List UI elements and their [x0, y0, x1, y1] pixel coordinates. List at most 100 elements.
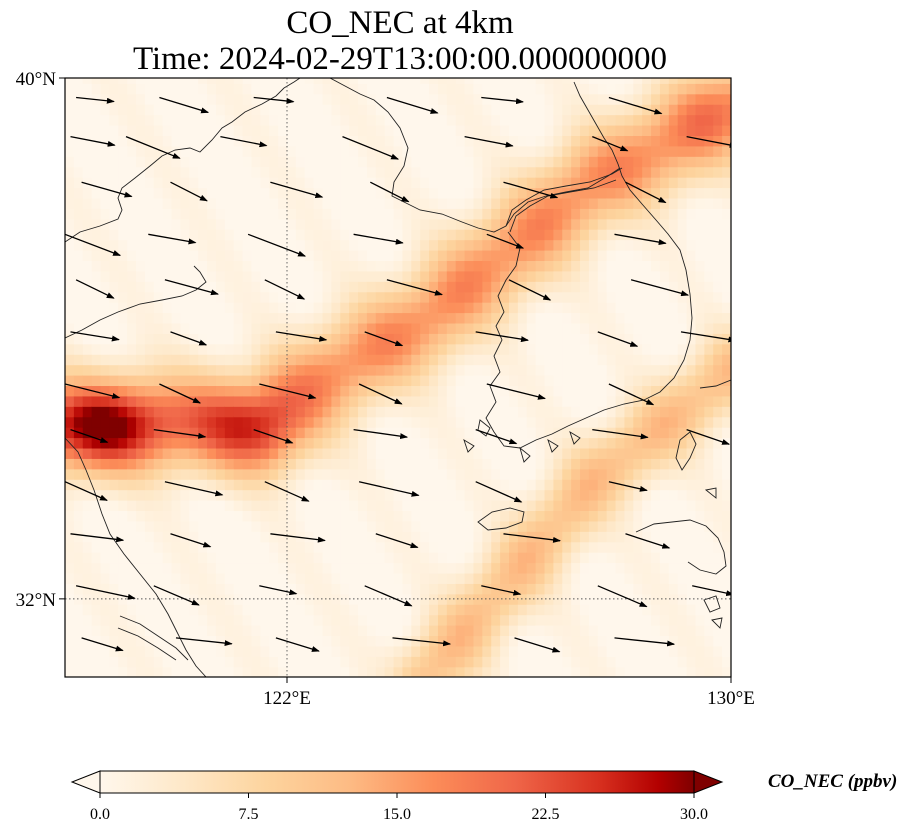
- field-cell: [91, 562, 102, 574]
- field-cell: [295, 541, 306, 553]
- field-cell: [100, 78, 111, 84]
- field-cell: [677, 93, 688, 105]
- field-cell: [82, 635, 93, 647]
- field-cell: [740, 667, 750, 678]
- field-cell: [82, 499, 93, 512]
- field-cell: [597, 468, 608, 480]
- field-cell: [100, 666, 111, 677]
- field-cell: [65, 156, 75, 168]
- field-cell: [215, 468, 226, 480]
- field-cell: [482, 176, 492, 189]
- field-cell: [624, 583, 635, 595]
- wind-vector-arrow: [153, 585, 200, 606]
- field-cell: [278, 468, 288, 480]
- field-cell: [500, 145, 510, 157]
- field-cell: [109, 531, 119, 543]
- field-cell: [207, 124, 217, 136]
- field-cell: [695, 93, 706, 105]
- field-cell: [349, 249, 359, 262]
- field-cell: [740, 385, 750, 396]
- field-cell: [366, 145, 377, 157]
- field-cell: [366, 364, 377, 376]
- field-cell: [446, 499, 457, 512]
- field-cell: [464, 301, 475, 314]
- field-cell: [91, 656, 102, 668]
- field-cell: [455, 583, 466, 595]
- field-cell: [429, 270, 439, 282]
- field-cell: [731, 552, 741, 563]
- field-cell: [375, 333, 386, 345]
- field-cell: [437, 301, 448, 314]
- field-cell: [198, 583, 208, 595]
- field-cell: [65, 78, 75, 84]
- field-cell: [677, 593, 688, 605]
- field-cell: [642, 239, 652, 251]
- field-cell: [207, 447, 217, 459]
- field-cell: [740, 114, 750, 125]
- field-cell: [171, 229, 182, 241]
- co-concentration-field: [65, 62, 750, 688]
- field-cell: [429, 416, 439, 428]
- field-cell: [695, 83, 706, 95]
- field-cell: [189, 114, 199, 126]
- field-cell: [615, 385, 626, 397]
- field-cell: [402, 489, 413, 501]
- field-cell: [651, 656, 661, 668]
- field-cell: [438, 62, 448, 73]
- field-cell: [189, 291, 199, 303]
- field-cell: [686, 249, 697, 262]
- field-cell: [349, 208, 359, 220]
- field-cell: [713, 468, 723, 480]
- field-cell: [65, 468, 75, 480]
- field-cell: [509, 645, 519, 657]
- field-cell: [464, 510, 475, 522]
- field-cell: [740, 135, 750, 146]
- field-cell: [553, 229, 563, 241]
- field-cell: [722, 468, 731, 480]
- field-cell: [482, 374, 492, 387]
- field-cell: [544, 364, 555, 376]
- field-cell: [447, 677, 457, 688]
- field-cell: [624, 291, 635, 303]
- field-cell: [420, 291, 430, 303]
- field-cell: [446, 166, 457, 178]
- field-cell: [366, 124, 377, 136]
- field-cell: [287, 624, 297, 637]
- field-cell: [295, 645, 306, 657]
- field-cell: [73, 656, 84, 668]
- field-cell: [384, 83, 395, 95]
- field-cell: [358, 208, 368, 220]
- field-cell: [304, 604, 315, 616]
- field-cell: [340, 656, 350, 668]
- field-cell: [624, 78, 635, 84]
- field-cell: [322, 385, 333, 397]
- field-cell: [65, 583, 75, 595]
- field-cell: [207, 551, 217, 564]
- field-cell: [304, 218, 315, 230]
- field-cell: [553, 197, 563, 209]
- field-cell: [500, 551, 510, 564]
- field-cell: [526, 281, 537, 293]
- field-cell: [464, 135, 475, 147]
- field-cell: [677, 291, 688, 303]
- field-cell: [695, 135, 706, 147]
- field-cell: [207, 270, 217, 282]
- field-cell: [455, 187, 466, 199]
- field-cell: [429, 364, 439, 376]
- field-cell: [642, 166, 652, 178]
- field-cell: [411, 531, 421, 543]
- field-cell: [242, 593, 253, 605]
- field-cell: [686, 499, 697, 512]
- field-cell: [322, 301, 333, 314]
- field-cell: [73, 437, 84, 449]
- field-cell: [109, 239, 119, 251]
- field-cell: [358, 312, 368, 324]
- field-cell: [73, 291, 84, 303]
- field-cell: [713, 520, 723, 532]
- field-cell: [402, 406, 413, 418]
- field-cell: [517, 229, 528, 241]
- field-cell: [517, 322, 528, 334]
- field-cell: [500, 270, 510, 282]
- field-cell: [677, 364, 688, 376]
- field-cell: [349, 677, 359, 688]
